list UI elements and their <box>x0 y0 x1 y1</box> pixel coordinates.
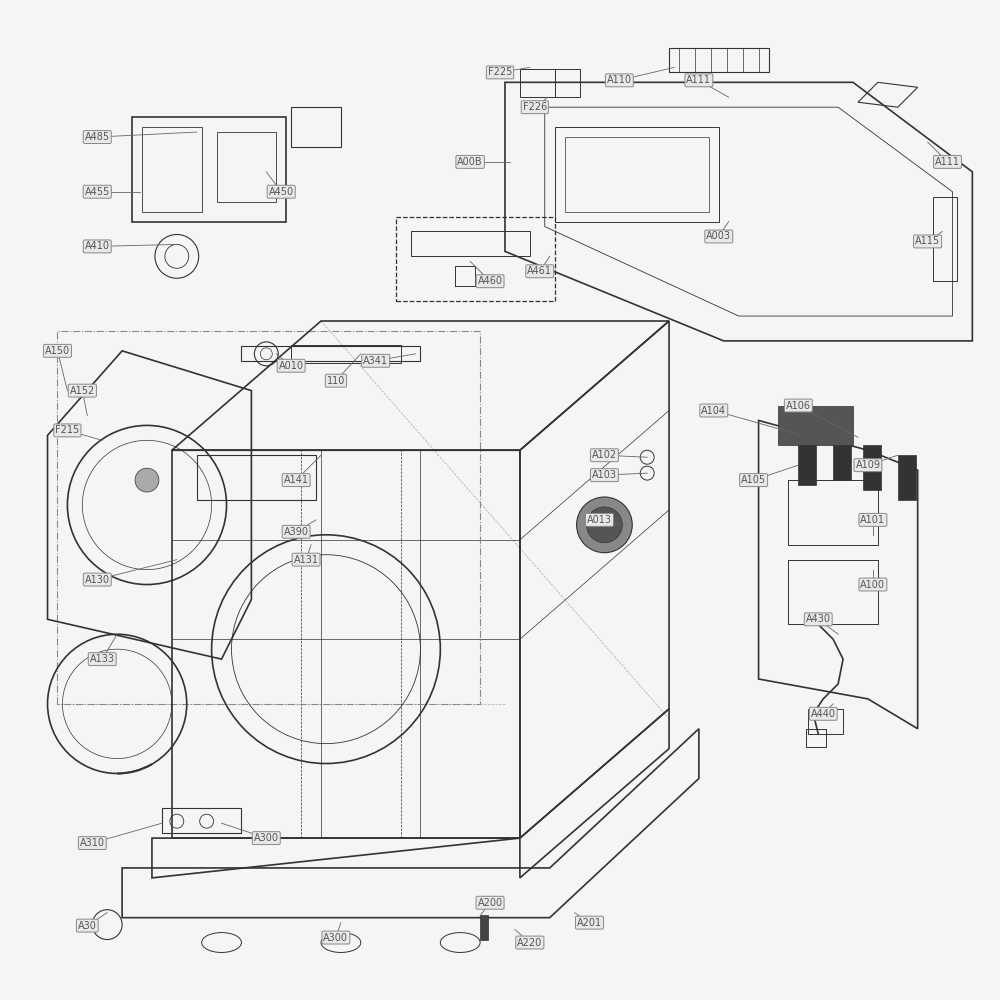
Text: A150: A150 <box>45 346 70 356</box>
Text: A450: A450 <box>269 187 294 197</box>
Bar <box>778 406 853 445</box>
Bar <box>806 729 826 747</box>
Text: A461: A461 <box>527 266 552 276</box>
Bar <box>788 560 878 624</box>
Text: A220: A220 <box>517 938 542 948</box>
Bar <box>669 48 769 72</box>
Circle shape <box>587 507 622 543</box>
Text: A141: A141 <box>284 475 309 485</box>
Text: A460: A460 <box>478 276 503 286</box>
Text: A133: A133 <box>90 654 115 664</box>
Circle shape <box>135 468 159 492</box>
Text: A109: A109 <box>855 460 880 470</box>
Bar <box>132 117 286 222</box>
Text: A111: A111 <box>935 157 960 167</box>
Text: A010: A010 <box>279 361 304 371</box>
Text: A430: A430 <box>806 614 831 624</box>
Bar <box>788 480 878 545</box>
Bar <box>833 435 851 480</box>
Text: A101: A101 <box>860 515 885 525</box>
Text: A485: A485 <box>85 132 110 142</box>
Text: F226: F226 <box>523 102 547 112</box>
Text: F215: F215 <box>55 425 80 435</box>
Text: A440: A440 <box>811 709 836 719</box>
Bar <box>291 345 401 363</box>
Text: A200: A200 <box>477 898 503 908</box>
Bar <box>798 440 816 485</box>
Text: A00B: A00B <box>457 157 483 167</box>
Bar <box>898 455 916 500</box>
Text: A104: A104 <box>701 406 726 416</box>
Bar <box>197 455 316 500</box>
Text: A300: A300 <box>323 933 348 943</box>
Text: A115: A115 <box>915 236 940 246</box>
Text: A341: A341 <box>363 356 388 366</box>
Text: A110: A110 <box>607 75 632 85</box>
Bar <box>396 217 555 301</box>
Text: A390: A390 <box>284 527 309 537</box>
Text: A100: A100 <box>860 580 885 590</box>
Bar <box>291 107 341 147</box>
Text: A102: A102 <box>592 450 617 460</box>
Text: 110: 110 <box>327 376 345 386</box>
Text: A131: A131 <box>294 555 319 565</box>
Text: A111: A111 <box>686 75 711 85</box>
Bar <box>217 132 276 202</box>
Bar <box>555 69 580 97</box>
Text: A130: A130 <box>85 575 110 585</box>
Text: A003: A003 <box>706 231 731 241</box>
Text: A410: A410 <box>85 241 110 251</box>
Bar <box>411 232 530 256</box>
Text: A201: A201 <box>577 918 602 928</box>
Circle shape <box>577 497 632 553</box>
Text: F225: F225 <box>488 67 512 77</box>
Bar <box>808 709 843 734</box>
Text: A30: A30 <box>78 921 97 931</box>
Text: A455: A455 <box>85 187 110 197</box>
Text: A105: A105 <box>741 475 766 485</box>
Text: A103: A103 <box>592 470 617 480</box>
Text: A152: A152 <box>70 386 95 396</box>
Bar <box>142 127 202 212</box>
Bar <box>520 69 555 97</box>
Bar <box>933 197 957 281</box>
Bar <box>863 445 881 490</box>
Bar <box>480 915 488 940</box>
Text: A300: A300 <box>254 833 279 843</box>
Text: A013: A013 <box>587 515 612 525</box>
Text: A106: A106 <box>786 401 811 411</box>
Text: A310: A310 <box>80 838 105 848</box>
